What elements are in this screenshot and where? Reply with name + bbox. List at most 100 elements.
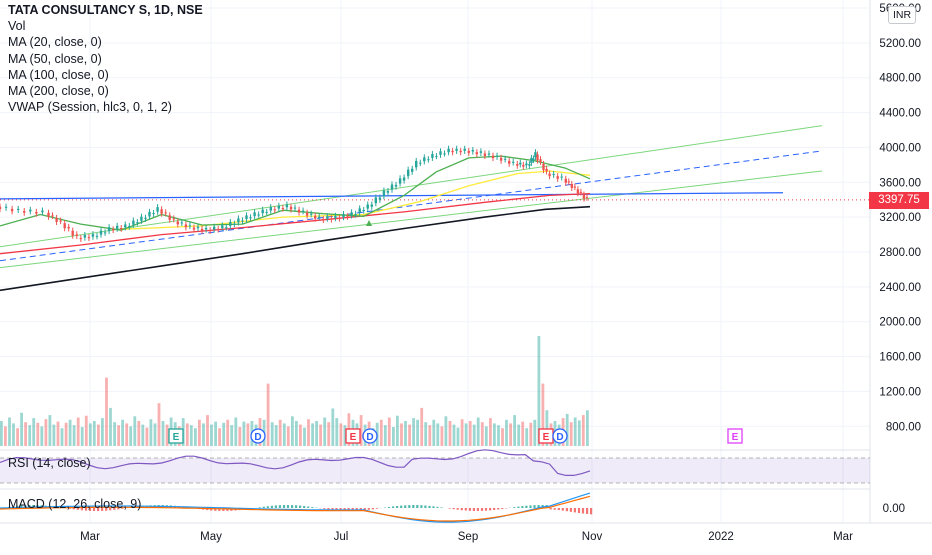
candle-body: [88, 237, 90, 238]
volume-bar: [497, 425, 500, 446]
macd-histogram-bar: [263, 507, 265, 508]
candle-body: [270, 207, 272, 211]
legend-ma100[interactable]: MA (100, close, 0): [8, 67, 203, 83]
volume-bar: [481, 422, 484, 446]
volume-bar: [65, 423, 68, 446]
volume-bar: [533, 420, 536, 446]
candle-body: [504, 159, 506, 160]
volume-bar: [137, 421, 140, 446]
macd-histogram-bar: [368, 508, 370, 510]
candle-body: [213, 227, 215, 230]
volume-bar: [295, 421, 298, 446]
volume-bar: [28, 425, 31, 446]
volume-bar: [493, 423, 496, 446]
legend-ma20[interactable]: MA (20, close, 0): [8, 34, 203, 50]
candle-body: [84, 235, 86, 238]
volume-bar: [190, 425, 193, 446]
candle-body: [391, 185, 393, 190]
volume-bar: [247, 423, 250, 446]
macd-histogram-bar: [574, 508, 576, 512]
volume-bar: [113, 422, 116, 446]
volume-bar: [582, 415, 585, 446]
volume-bar: [166, 425, 169, 446]
macd-legend[interactable]: MACD (12, 26, close, 9): [8, 497, 141, 511]
macd-histogram-bar: [303, 506, 305, 508]
candle-body: [460, 151, 462, 152]
legend-ma50[interactable]: MA (50, close, 0): [8, 51, 203, 67]
candle-body: [534, 152, 536, 157]
macd-histogram-bar: [570, 508, 572, 512]
volume-bar: [457, 428, 460, 446]
legend-vol[interactable]: Vol: [8, 18, 203, 34]
volume-bar: [420, 408, 423, 446]
macd-histogram-bar: [582, 508, 584, 514]
volume-bar: [513, 415, 516, 446]
candle-body: [148, 212, 150, 217]
candle-body: [108, 227, 110, 231]
volume-bar: [141, 425, 144, 446]
symbol-title[interactable]: TATA CONSULTANCY S, 1D, NSE: [8, 2, 203, 18]
candle-body: [225, 227, 227, 228]
macd-histogram-bar: [525, 506, 527, 508]
macd-histogram-bar: [436, 507, 438, 508]
volume-bar: [12, 423, 15, 446]
candle-body: [100, 231, 102, 235]
volume-bar: [574, 418, 577, 447]
candle-body: [165, 212, 167, 213]
candle-body: [185, 225, 187, 228]
volume-bar: [566, 414, 569, 446]
candle-body: [136, 222, 138, 223]
event-marker-label: E: [350, 432, 357, 443]
volume-bar: [400, 423, 403, 446]
candle-body: [64, 223, 66, 228]
y-tick-label: 4800.00: [879, 73, 921, 85]
candle-body: [51, 215, 53, 216]
candle-body: [116, 226, 118, 229]
event-marker-label: D: [556, 432, 563, 443]
volume-bar: [327, 422, 330, 446]
macd-histogram-bar: [529, 505, 531, 508]
x-tick-label: Sep: [458, 531, 478, 543]
candle-body: [522, 165, 524, 167]
volume-bar: [408, 425, 411, 446]
candle-body: [346, 216, 348, 217]
macd-histogram-bar: [388, 507, 390, 508]
candle-body: [68, 227, 70, 229]
candle-body: [571, 184, 573, 188]
rsi-legend[interactable]: RSI (14, close): [8, 456, 91, 470]
volume-bar: [416, 420, 419, 446]
candle-body: [468, 151, 470, 153]
candle-body: [586, 197, 588, 198]
candle-body: [72, 231, 74, 236]
y-tick-label: 1200.00: [879, 386, 921, 398]
candle-body: [484, 154, 486, 156]
legend-ma200[interactable]: MA (200, close, 0): [8, 83, 203, 99]
candle-body: [565, 179, 567, 183]
candle-body: [318, 217, 320, 218]
legend-vwap[interactable]: VWAP (Session, hlc3, 0, 1, 2): [8, 99, 203, 115]
chart-legend: TATA CONSULTANCY S, 1D, NSE Vol MA (20, …: [8, 2, 203, 115]
volume-bar: [186, 423, 189, 446]
macd-histogram-bar: [550, 508, 552, 509]
candle-body: [427, 159, 429, 160]
candle-body: [496, 156, 498, 157]
volume-bar: [449, 421, 452, 446]
candle-body: [528, 164, 530, 166]
candle-body: [253, 212, 255, 216]
candle-body: [411, 169, 413, 172]
candle-body: [539, 159, 541, 162]
candle-body: [375, 198, 377, 204]
macd-histogram-bar: [533, 505, 535, 508]
macd-histogram-bar: [562, 508, 564, 511]
volume-bar: [53, 425, 56, 446]
candle-body: [464, 149, 466, 151]
volume-bar: [271, 422, 274, 446]
volume-bar: [97, 425, 100, 446]
macd-histogram-bar: [513, 507, 515, 508]
volume-bar: [469, 421, 472, 446]
candle-body: [278, 206, 280, 209]
candle-body: [132, 221, 134, 225]
volume-bar: [49, 415, 52, 446]
currency-badge[interactable]: INR: [888, 6, 916, 24]
candle-body: [205, 228, 207, 230]
